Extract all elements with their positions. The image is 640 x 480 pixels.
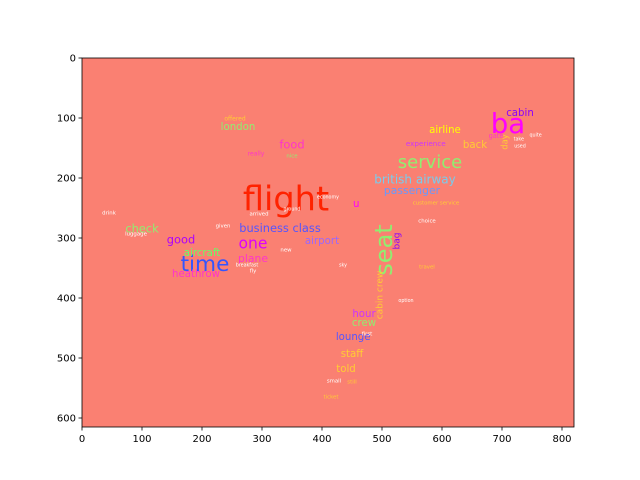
word-46: economy xyxy=(317,196,339,201)
word-6: british airway xyxy=(374,172,456,186)
word-0: flight xyxy=(243,179,329,218)
word-12: plane xyxy=(238,252,268,265)
word-28: day xyxy=(500,134,510,149)
word-4: service xyxy=(398,152,462,173)
word-42: fly xyxy=(250,269,257,275)
word-34: luggage xyxy=(125,231,147,237)
word-3: time xyxy=(181,252,230,277)
word-44: option xyxy=(398,298,413,304)
word-50: used xyxy=(514,144,526,150)
word-30: gate xyxy=(489,132,504,140)
word-51: quite xyxy=(529,132,541,138)
y-tick-label-6: 600 xyxy=(57,414,76,425)
word-8: passenger xyxy=(384,184,441,197)
x-tick-label-5: 500 xyxy=(372,434,391,445)
word-39: choice xyxy=(418,219,436,225)
word-49: take xyxy=(514,137,524,143)
x-axis: 0 100 200 300 400 500 600 700 800 xyxy=(79,427,572,445)
word-17: back xyxy=(463,140,487,151)
wordcloud-layer: flight ba seat time service one british airway… xyxy=(102,107,542,400)
word-48: breakfast xyxy=(236,263,259,269)
word-43: new xyxy=(280,248,292,254)
word-27: cabin crew xyxy=(376,271,386,320)
word-25: u xyxy=(353,199,359,210)
word-2: seat xyxy=(370,224,398,275)
word-23: told xyxy=(336,364,356,375)
word-19: hour xyxy=(352,309,376,320)
y-axis: 0 100 200 300 400 500 600 xyxy=(57,54,82,425)
x-tick-label-3: 300 xyxy=(252,434,271,445)
x-tick-label-4: 400 xyxy=(312,434,331,445)
word-32: really xyxy=(248,151,265,158)
word-40: travel xyxy=(419,264,435,270)
word-53: small xyxy=(327,378,341,384)
x-tick-label-6: 600 xyxy=(432,434,451,445)
x-tick-label-8: 800 xyxy=(552,434,571,445)
y-tick-label-4: 400 xyxy=(57,294,76,305)
word-45: customer service xyxy=(413,201,460,207)
y-tick-label-5: 500 xyxy=(57,354,76,365)
word-31: offered xyxy=(224,116,246,123)
word-33: nice xyxy=(286,153,298,159)
y-tick-label-3: 300 xyxy=(57,234,76,245)
word-15: heathrow xyxy=(172,269,220,280)
word-36: given xyxy=(216,224,231,230)
word-5: one xyxy=(238,235,267,253)
word-14: airport xyxy=(305,236,339,247)
word-20: crew xyxy=(352,318,376,329)
word-24: london xyxy=(221,122,256,133)
word-21: lounge xyxy=(336,332,371,343)
word-16: airline xyxy=(429,125,461,136)
word-52: ticket xyxy=(324,395,339,401)
word-41: still xyxy=(347,380,356,386)
y-tick-label-1: 100 xyxy=(57,114,76,125)
y-tick-label-2: 200 xyxy=(57,174,76,185)
word-9: good xyxy=(167,232,195,246)
word-11: food xyxy=(279,138,304,152)
y-tick-label-0: 0 xyxy=(70,54,76,65)
word-18: cabin xyxy=(506,108,534,119)
word-26: bag xyxy=(393,233,403,250)
x-tick-label-1: 100 xyxy=(132,434,151,445)
word-29: experience xyxy=(406,139,446,148)
x-tick-label-7: 700 xyxy=(492,434,511,445)
x-tick-label-0: 0 xyxy=(79,434,85,445)
word-7: business class xyxy=(239,221,321,235)
word-38: first xyxy=(362,332,373,338)
x-tick-label-2: 200 xyxy=(192,434,211,445)
word-1: ba xyxy=(491,107,525,140)
word-10: check xyxy=(125,222,159,236)
word-37: arrived xyxy=(249,212,268,218)
word-22: staff xyxy=(341,349,365,360)
word-47: ground xyxy=(284,207,301,213)
word-54: sky xyxy=(339,263,347,269)
plot-frame xyxy=(81,57,575,428)
word-13: aircraft xyxy=(184,248,220,259)
word-35: drink xyxy=(102,210,117,216)
plot-background xyxy=(82,58,574,427)
